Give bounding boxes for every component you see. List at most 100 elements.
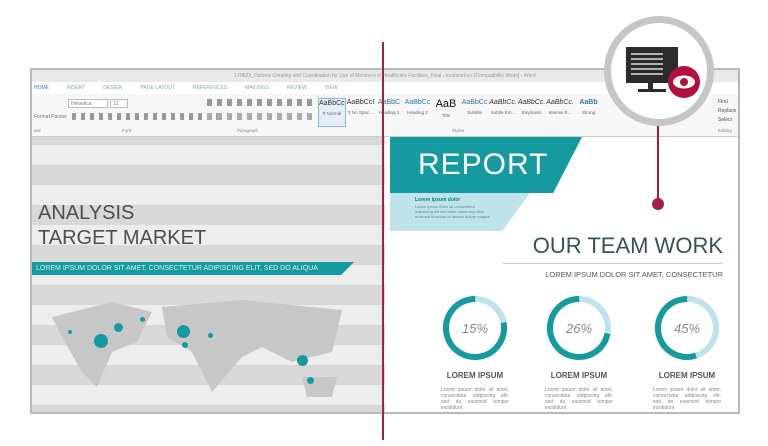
callout-line (657, 110, 659, 204)
replace-button[interactable]: Replace (718, 108, 737, 114)
map-dot (68, 330, 72, 334)
stat-title: LOREM IPSUM (446, 371, 504, 380)
map-dot (94, 334, 108, 348)
style-label: Emphasis (521, 110, 542, 115)
select-button[interactable]: Select (718, 117, 732, 123)
style-intense-e[interactable]: AaBbCc. Intense E... (546, 98, 574, 127)
style-sample: AaBb (579, 99, 598, 106)
style-emphasis[interactable]: AaBbCc. Emphasis (518, 98, 546, 127)
format-painter[interactable]: Format Painter (34, 114, 68, 120)
font-name-select[interactable]: Helvetica (68, 99, 108, 108)
stat-donut: 26% (547, 296, 611, 360)
ribbon-tabs: HOME INSERT DESIGN PAGE LAYOUT REFERENCE… (32, 82, 738, 94)
style-heading-2[interactable]: AaBbCc Heading 2 (404, 98, 432, 127)
title-target-market: TARGET MARKET (38, 227, 207, 249)
map-dot (177, 325, 190, 338)
tab-design[interactable]: DESIGN (103, 85, 123, 91)
group-clipboard: ard (34, 128, 41, 133)
tab-home[interactable]: HOME (34, 85, 49, 91)
subheading: LOREM IPSUM DOLOR SIT AMET, CONSECTETUR (545, 270, 723, 279)
style-heading-1[interactable]: AaBbC Heading 1 (375, 98, 403, 127)
style-label: Subtle Em... (490, 110, 516, 115)
group-styles: Styles (452, 128, 465, 133)
stat-text: Lorem ipsum dolor sit amet, consectetur … (545, 387, 613, 411)
word-window: 170623_Options Creating and Coordination… (30, 68, 740, 414)
group-paragraph: Paragraph (237, 128, 259, 133)
style-sample: AaB (435, 98, 457, 110)
style-sample: AaBbCcI (346, 99, 375, 106)
stat-text: Lorem ipsum dolor sit amet, consectetur … (653, 387, 721, 411)
style-label: ¶ No Spac... (348, 110, 373, 115)
map-dot (140, 317, 145, 322)
paragraph-buttons[interactable] (207, 99, 312, 106)
eye-icon (668, 66, 700, 98)
donut-label: 15% (462, 321, 488, 336)
world-map (52, 300, 342, 397)
donut-arc (655, 296, 719, 360)
style-label: ¶ Normal (322, 111, 342, 116)
stat-card: 45% LOREM IPSUM Lorem ipsum dolor sit am… (647, 293, 727, 411)
map-dot (208, 333, 213, 338)
style-sample: AaBbCc (404, 99, 431, 106)
intro-box-text: Lorem ipsum dolor sit consectetur adipis… (415, 204, 490, 219)
report-title: REPORT (418, 148, 549, 181)
report-banner: REPORT (390, 137, 582, 193)
stat-card: 15% LOREM IPSUM Lorem ipsum dolor sit am… (435, 293, 515, 411)
stat-text: Lorem ipsum dolor sit amet, consectetur … (441, 387, 509, 411)
style-normal[interactable]: AaBbCcI ¶ Normal (318, 98, 346, 127)
donut-label: 45% (674, 321, 700, 336)
tab-review[interactable]: REVIEW (287, 85, 307, 91)
stat-title: LOREM IPSUM (550, 371, 608, 380)
alignment-buttons[interactable] (207, 113, 312, 120)
left-banner: LOREM IPSUM DOLOR SIT AMET, CONSECTETUR … (32, 262, 354, 275)
style-sample: AaBbCc. (517, 99, 546, 106)
map-dot (114, 323, 123, 332)
intro-box: Lorem ipsum dolor Lorem ipsum dolor sit … (390, 193, 530, 231)
style-label: Intense E... (548, 110, 572, 115)
tab-mailings[interactable]: MAILINGS (245, 85, 270, 91)
editing-group: Find Replace Select (718, 98, 736, 125)
stat-donut: 45% (655, 296, 719, 360)
style-subtitle[interactable]: AaBbCc Subtitle (461, 98, 489, 127)
style-subtle-em[interactable]: AaBbCc. Subtle Em... (489, 98, 517, 127)
heading-divider (503, 263, 723, 264)
style-sample: AaBbCcI (319, 100, 346, 107)
magnifier-badge (604, 16, 714, 126)
stat-title: LOREM IPSUM (658, 371, 716, 380)
style-label: Title (441, 113, 451, 118)
map-dot (307, 377, 314, 384)
tab-references[interactable]: REFERENCES (192, 85, 228, 91)
font-format-buttons[interactable] (72, 113, 218, 120)
style-sample: AaBbCc. (489, 99, 517, 106)
map-dot (182, 342, 188, 348)
style-label: Strong (581, 110, 596, 115)
style-sample: AaBbCc (461, 99, 488, 106)
style-label: Heading 1 (378, 110, 400, 115)
style-strong[interactable]: AaBb Strong (575, 98, 603, 127)
style-title[interactable]: AaB Title (432, 98, 460, 127)
intro-box-title: Lorem ipsum dolor (415, 197, 461, 203)
tab-page-layout[interactable]: PAGE LAYOUT (140, 85, 175, 91)
style-no-spac[interactable]: AaBbCcI ¶ No Spac... (347, 98, 375, 127)
tab-view[interactable]: VIEW (324, 85, 338, 91)
find-button[interactable]: Find (718, 99, 728, 105)
tab-insert[interactable]: INSERT (67, 85, 86, 91)
donut-label: 26% (565, 321, 592, 336)
left-title: ANALYSIS TARGET MARKET (38, 201, 206, 251)
style-sample: AaBbCc. (546, 99, 574, 106)
stat-donut: 15% (443, 296, 507, 360)
font-size-select[interactable]: 12 (110, 99, 128, 108)
style-label: Heading 2 (407, 110, 428, 115)
left-document-page: ANALYSIS TARGET MARKET LOREM IPSUM DOLOR… (32, 137, 385, 412)
stat-card: 26% LOREM IPSUM Lorem ipsum dolor sit am… (539, 293, 619, 411)
group-font: Font (122, 128, 132, 133)
map-dot (297, 355, 308, 366)
callout-dot (652, 198, 664, 210)
style-label: Subtitle (466, 110, 482, 115)
style-sample: AaBbC (377, 99, 401, 106)
group-editing: Editing (718, 128, 732, 133)
right-document-page: REPORT Lorem ipsum dolor Lorem ipsum dol… (385, 137, 738, 412)
title-analysis: ANALYSIS (38, 202, 135, 224)
title-bar: 170623_Options Creating and Coordination… (32, 70, 738, 82)
team-work-heading: OUR TEAM WORK (532, 233, 723, 258)
